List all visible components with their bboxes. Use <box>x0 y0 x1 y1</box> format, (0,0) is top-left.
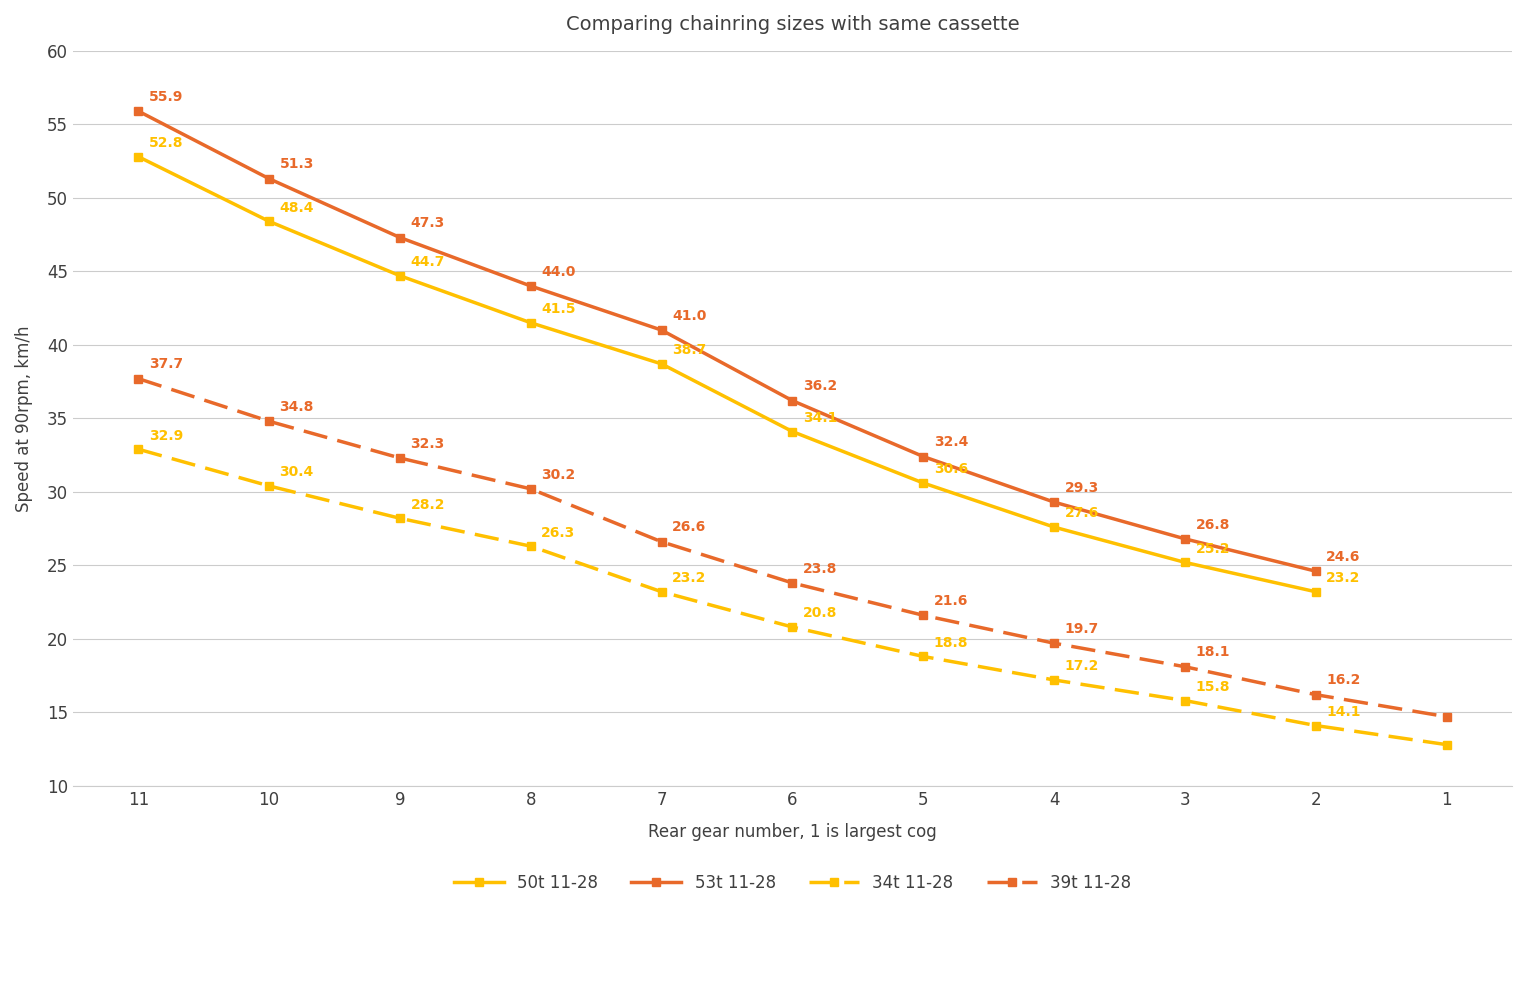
Text: 36.2: 36.2 <box>803 379 837 394</box>
34t 11-28 <box>130 444 148 456</box>
Text: 44.7: 44.7 <box>411 255 444 269</box>
Legend: 50t 11-28, 53t 11-28, 34t 11-28, 39t 11-28: 50t 11-28, 53t 11-28, 34t 11-28, 39t 11-… <box>447 867 1138 899</box>
53t 11-28 <box>1044 497 1063 508</box>
X-axis label: Rear gear number, 1 is largest cog: Rear gear number, 1 is largest cog <box>647 823 936 840</box>
39t 11-28 <box>1176 661 1194 673</box>
53t 11-28 <box>1176 532 1194 544</box>
Text: 26.3: 26.3 <box>541 525 576 539</box>
39t 11-28 <box>1437 711 1455 723</box>
Y-axis label: Speed at 90rpm, km/h: Speed at 90rpm, km/h <box>15 325 34 511</box>
39t 11-28 <box>1307 689 1325 701</box>
Title: Comparing chainring sizes with same cassette: Comparing chainring sizes with same cass… <box>565 15 1019 34</box>
Text: 26.8: 26.8 <box>1196 517 1229 531</box>
Line: 34t 11-28: 34t 11-28 <box>134 445 1451 749</box>
39t 11-28 <box>1044 637 1063 649</box>
Text: 52.8: 52.8 <box>148 136 183 151</box>
Text: 41.5: 41.5 <box>541 302 576 316</box>
Text: 16.2: 16.2 <box>1327 673 1361 687</box>
53t 11-28 <box>652 324 670 336</box>
50t 11-28 <box>783 426 802 438</box>
Text: 14.1: 14.1 <box>1327 705 1361 719</box>
53t 11-28 <box>1307 565 1325 577</box>
Line: 50t 11-28: 50t 11-28 <box>134 153 1319 596</box>
53t 11-28 <box>130 105 148 117</box>
34t 11-28 <box>391 512 409 524</box>
Text: 25.2: 25.2 <box>1196 541 1229 555</box>
Text: 32.3: 32.3 <box>411 437 444 451</box>
Text: 28.2: 28.2 <box>411 498 444 511</box>
39t 11-28 <box>652 535 670 547</box>
Text: 24.6: 24.6 <box>1327 549 1361 564</box>
53t 11-28 <box>391 231 409 243</box>
50t 11-28 <box>522 317 541 329</box>
39t 11-28 <box>915 609 933 621</box>
Text: 32.9: 32.9 <box>148 429 183 443</box>
34t 11-28 <box>1044 674 1063 686</box>
50t 11-28 <box>130 151 148 163</box>
Text: 34.8: 34.8 <box>279 400 315 414</box>
Text: 20.8: 20.8 <box>803 606 837 620</box>
Text: 18.1: 18.1 <box>1196 645 1229 659</box>
39t 11-28 <box>130 373 148 385</box>
34t 11-28 <box>522 540 541 552</box>
Text: 37.7: 37.7 <box>148 357 183 371</box>
50t 11-28 <box>391 270 409 282</box>
50t 11-28 <box>1044 521 1063 533</box>
Text: 41.0: 41.0 <box>672 309 707 323</box>
50t 11-28 <box>1176 556 1194 568</box>
Text: 55.9: 55.9 <box>148 90 183 104</box>
53t 11-28 <box>522 280 541 292</box>
Text: 44.0: 44.0 <box>541 264 576 279</box>
Text: 29.3: 29.3 <box>1064 481 1099 495</box>
Text: 23.8: 23.8 <box>803 561 837 575</box>
Line: 53t 11-28: 53t 11-28 <box>134 107 1319 575</box>
53t 11-28 <box>915 451 933 463</box>
39t 11-28 <box>260 416 278 428</box>
Text: 32.4: 32.4 <box>933 435 968 450</box>
Text: 23.2: 23.2 <box>672 571 707 585</box>
34t 11-28 <box>915 650 933 662</box>
34t 11-28 <box>1176 695 1194 707</box>
Text: 47.3: 47.3 <box>411 216 444 230</box>
34t 11-28 <box>652 586 670 598</box>
Text: 23.2: 23.2 <box>1327 571 1361 585</box>
34t 11-28 <box>783 621 802 633</box>
Text: 30.6: 30.6 <box>933 463 968 477</box>
Text: 21.6: 21.6 <box>933 594 968 608</box>
Text: 34.1: 34.1 <box>803 411 837 425</box>
50t 11-28 <box>652 358 670 370</box>
50t 11-28 <box>915 477 933 489</box>
Text: 19.7: 19.7 <box>1064 622 1099 636</box>
39t 11-28 <box>522 483 541 495</box>
39t 11-28 <box>391 452 409 464</box>
53t 11-28 <box>783 395 802 407</box>
53t 11-28 <box>260 172 278 184</box>
Text: 26.6: 26.6 <box>672 520 707 534</box>
Text: 27.6: 27.6 <box>1064 506 1099 520</box>
34t 11-28 <box>1437 739 1455 751</box>
Text: 51.3: 51.3 <box>279 158 315 171</box>
39t 11-28 <box>783 577 802 589</box>
50t 11-28 <box>260 215 278 227</box>
Text: 17.2: 17.2 <box>1064 659 1099 673</box>
34t 11-28 <box>260 480 278 492</box>
Text: 38.7: 38.7 <box>672 343 707 357</box>
Text: 48.4: 48.4 <box>279 200 315 214</box>
Text: 30.2: 30.2 <box>541 468 576 482</box>
50t 11-28 <box>1307 586 1325 598</box>
Line: 39t 11-28: 39t 11-28 <box>134 375 1451 721</box>
Text: 30.4: 30.4 <box>279 466 315 480</box>
Text: 15.8: 15.8 <box>1196 680 1229 694</box>
Text: 18.8: 18.8 <box>933 636 968 650</box>
34t 11-28 <box>1307 720 1325 732</box>
